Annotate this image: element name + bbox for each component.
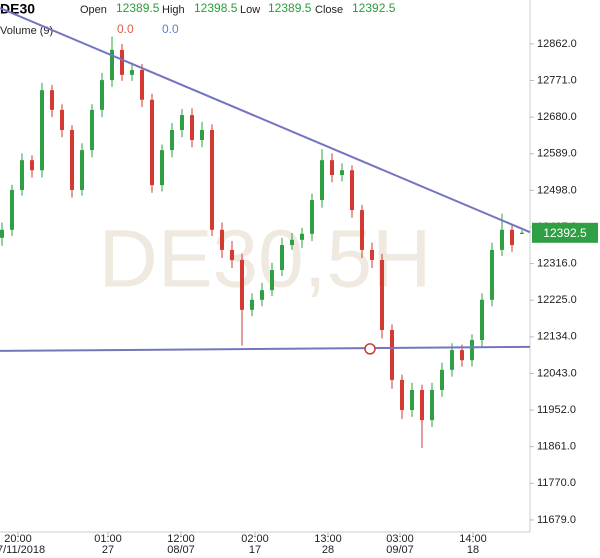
- candle-body: [260, 290, 264, 300]
- candle-body: [280, 245, 284, 271]
- y-tick-label: 12043.0: [537, 367, 577, 379]
- candle-body: [500, 229, 504, 250]
- candle-body: [360, 210, 364, 250]
- candle-body: [350, 170, 354, 211]
- candle-body: [420, 389, 424, 421]
- x-tick-label: 01:00: [94, 533, 122, 545]
- candle-body: [50, 90, 54, 110]
- ohlc-value: 12392.5: [352, 1, 396, 15]
- x-tick-sublabel: 09/07: [386, 544, 414, 556]
- candle-body: [430, 389, 434, 421]
- x-tick-label: 13:00: [314, 533, 342, 545]
- candle-body: [180, 115, 184, 130]
- y-tick-label: 11770.0: [537, 477, 576, 489]
- price-tag: [532, 222, 598, 243]
- chart-title: DE30: [0, 1, 35, 17]
- y-tick-label: 12225.0: [537, 294, 577, 306]
- candle-body: [450, 350, 454, 370]
- candle-body: [340, 170, 344, 176]
- ohlc-label: Low: [240, 4, 260, 16]
- candle-body: [200, 129, 204, 141]
- x-tick-sublabel: 28: [322, 544, 334, 556]
- y-tick-label: 12862.0: [537, 38, 577, 50]
- candle-body: [320, 160, 324, 201]
- y-tick-label: 12316.0: [537, 257, 577, 269]
- ohlc-label: Open: [80, 4, 107, 16]
- candle-body: [390, 329, 394, 380]
- x-tick-label: 02:00: [241, 533, 269, 545]
- candle-body: [410, 389, 414, 411]
- x-tick-sublabel: 17: [249, 544, 261, 556]
- candle-body: [300, 233, 304, 240]
- candle-body: [190, 115, 194, 141]
- candle-body: [370, 249, 374, 260]
- candle-body: [80, 150, 84, 190]
- line-marker: [364, 343, 376, 355]
- trend-line: [0, 345, 531, 352]
- volume-label: Volume (9): [0, 25, 53, 37]
- watermark: DE30,5H: [99, 214, 432, 305]
- candle-body: [130, 70, 134, 75]
- x-tick-sublabel: 08/07: [167, 544, 195, 556]
- candle-body: [20, 160, 24, 190]
- candle-body: [480, 299, 484, 341]
- y-tick-label: 12771.0: [537, 74, 577, 86]
- candle-body: [100, 80, 104, 110]
- x-tick-label: 03:00: [386, 533, 414, 545]
- y-tick-label: 11952.0: [537, 404, 576, 416]
- trend-line: [0, 7, 531, 234]
- ohlc-value: 12389.5: [268, 1, 312, 15]
- candle-body: [30, 160, 34, 171]
- candle-body: [310, 200, 314, 234]
- candle-body: [520, 232, 524, 235]
- candle-body: [330, 160, 334, 176]
- candle-body: [440, 369, 444, 390]
- candle-body: [90, 109, 94, 151]
- y-tick-label: 12498.0: [537, 184, 577, 196]
- candle-body: [240, 259, 244, 310]
- candle-body: [230, 249, 234, 260]
- candle-body: [110, 49, 114, 81]
- y-tick-label: 11861.0: [537, 441, 576, 453]
- x-tick-sublabel: 18: [467, 544, 479, 556]
- candle-body: [160, 150, 164, 186]
- candle-body: [140, 70, 144, 100]
- x-tick-label: 12:00: [167, 533, 195, 545]
- candle-body: [290, 239, 294, 246]
- candle-body: [60, 109, 64, 130]
- candle-body: [220, 229, 224, 250]
- candle-body: [510, 229, 514, 246]
- candle-body: [150, 99, 154, 186]
- candle-body: [460, 350, 464, 361]
- ohlc-value: 12398.5: [194, 1, 238, 15]
- candle-body: [40, 90, 44, 171]
- candle-body: [400, 379, 404, 411]
- candle-body: [10, 189, 14, 230]
- price-tag-label: 12392.5: [543, 226, 587, 240]
- volume-value: 0.0: [117, 22, 134, 36]
- x-tick-label: 14:00: [459, 533, 487, 545]
- ohlc-label: High: [162, 4, 185, 16]
- y-tick-label: 11679.0: [537, 514, 576, 526]
- volume-value: 0.0: [162, 22, 179, 36]
- ohlc-label: Close: [315, 4, 343, 16]
- candle-body: [470, 340, 474, 361]
- candle-body: [270, 270, 274, 291]
- candle-body: [380, 259, 384, 330]
- candle-body: [210, 129, 214, 230]
- y-tick-label: 12680.0: [537, 111, 577, 123]
- candle-body: [70, 129, 74, 190]
- ohlc-value: 12389.5: [116, 1, 160, 15]
- candle-body: [0, 229, 4, 238]
- candle-body: [250, 299, 254, 310]
- y-tick-label: 12589.0: [537, 148, 577, 160]
- x-tick-sublabel: 07/11/2018: [0, 544, 45, 556]
- candle-body: [120, 49, 124, 75]
- x-tick-label: 20:00: [4, 533, 32, 545]
- x-tick-sublabel: 27: [102, 544, 114, 556]
- candle-body: [170, 129, 174, 151]
- y-tick-label: 12134.0: [537, 331, 577, 343]
- candle-body: [490, 249, 494, 300]
